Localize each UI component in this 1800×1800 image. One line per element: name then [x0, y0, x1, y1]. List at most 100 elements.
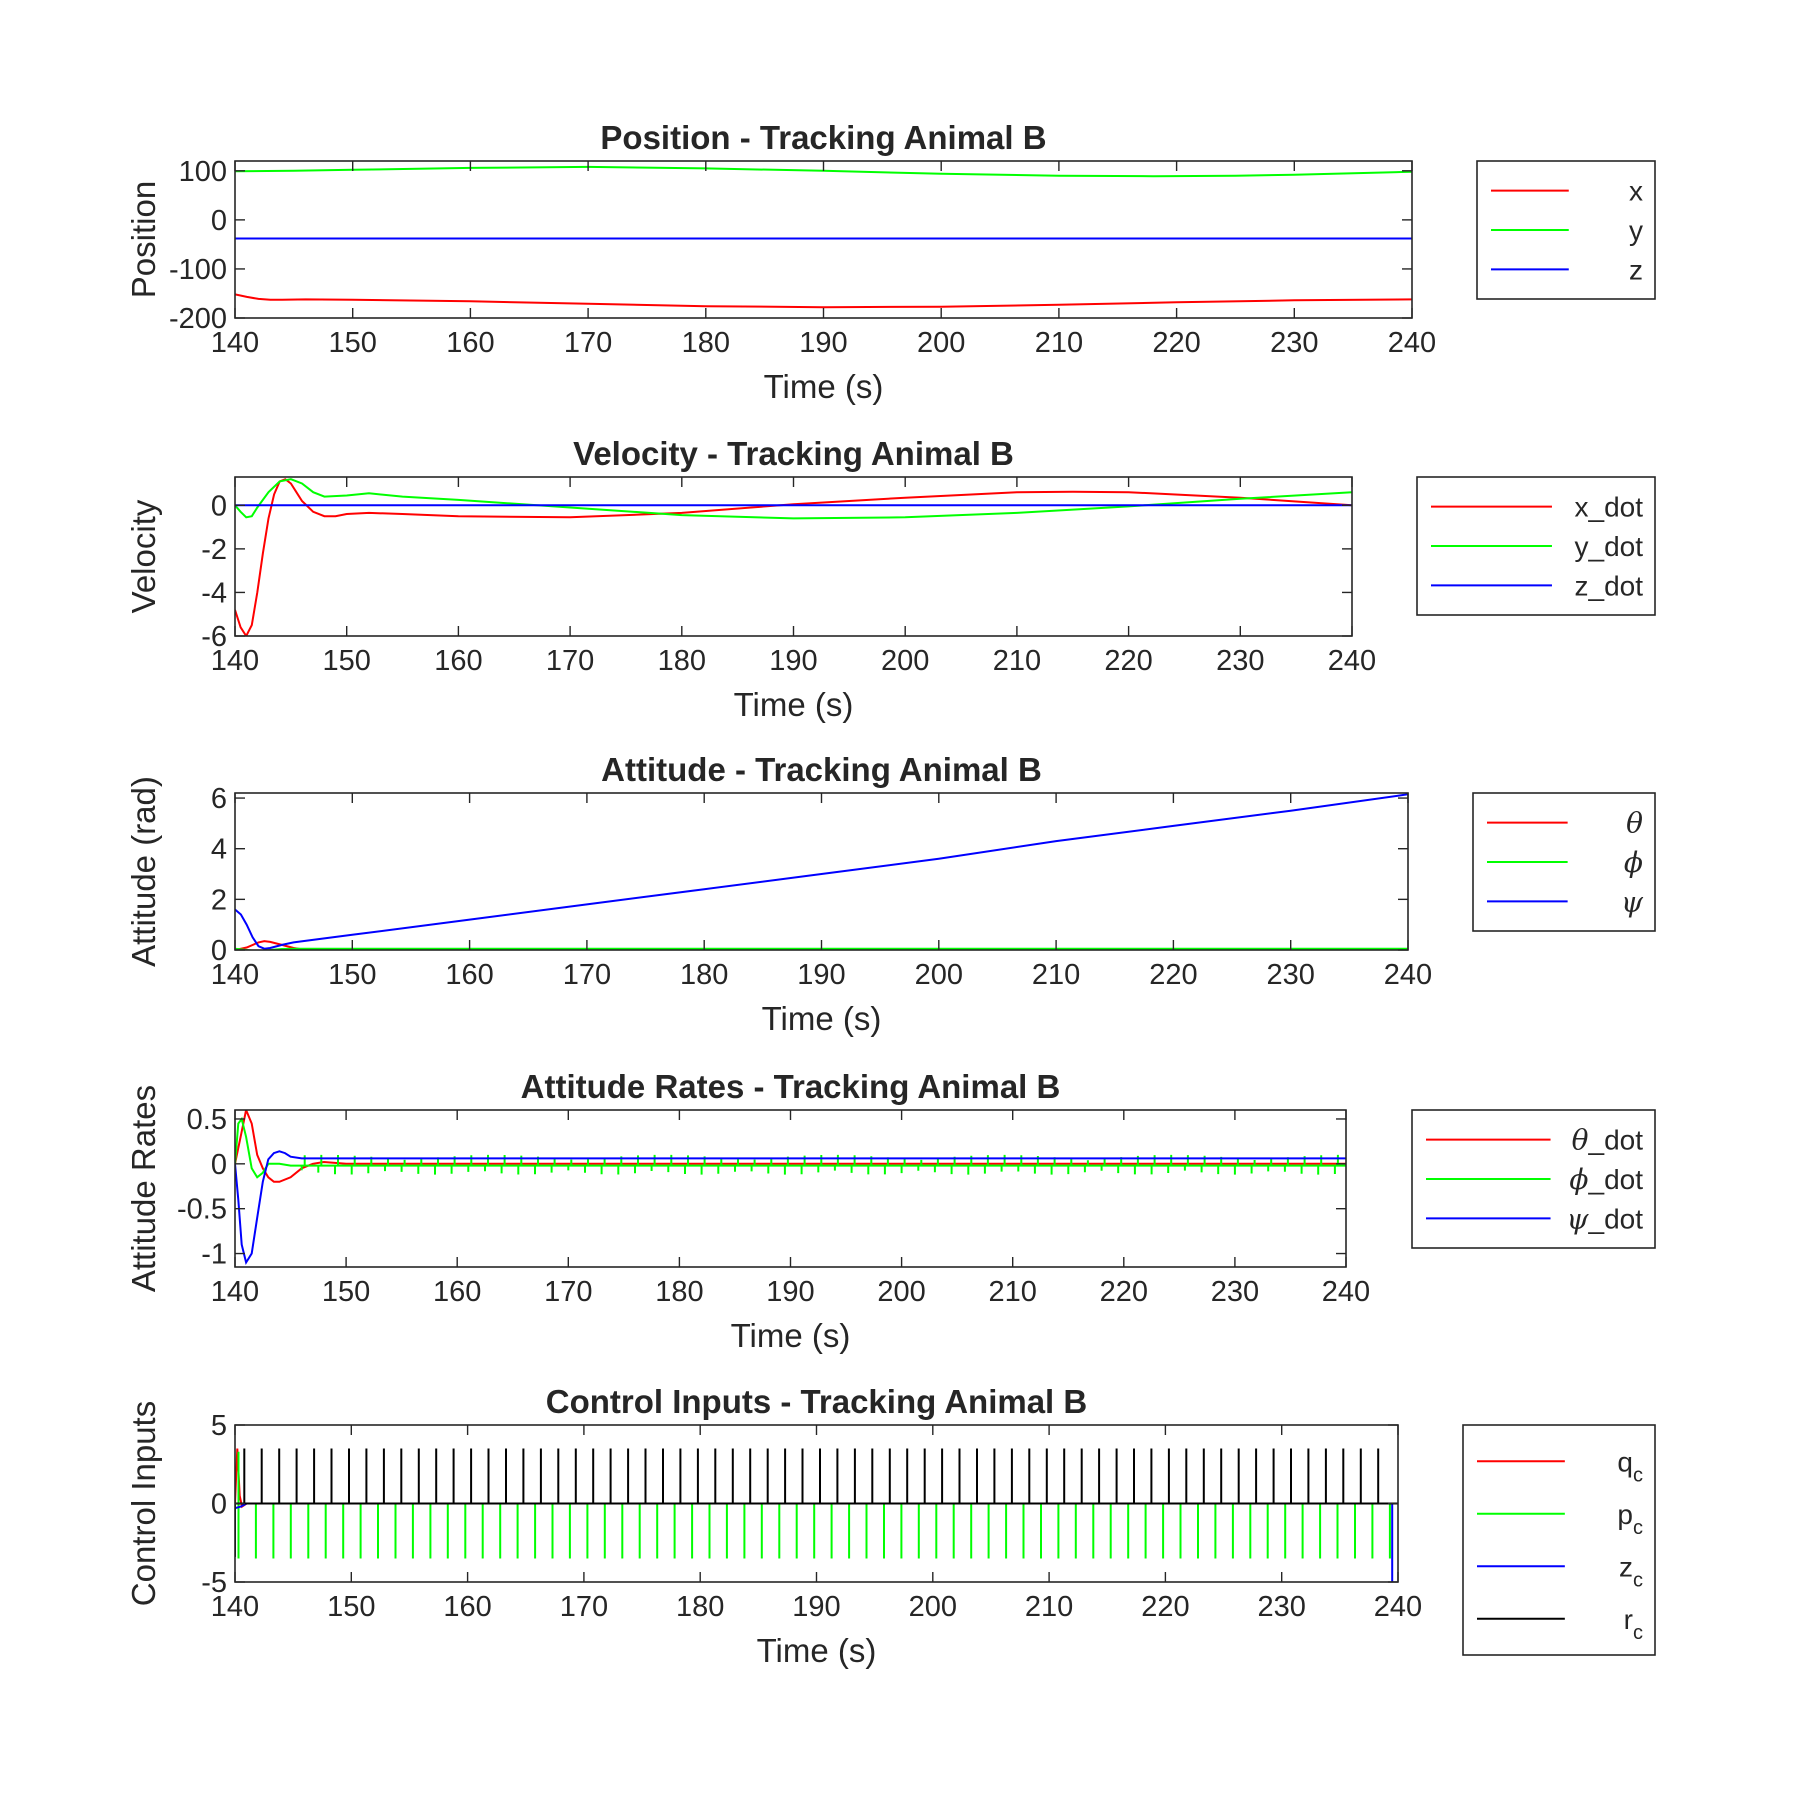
x-tick-label: 150	[327, 1591, 375, 1623]
x-tick-label: 210	[989, 1276, 1037, 1308]
legend-entry: qc	[1617, 1446, 1643, 1486]
y-tick-label: -200	[169, 303, 227, 335]
x-tick-label: 180	[658, 645, 706, 677]
x-tick-label: 160	[434, 645, 482, 677]
series-x_dot	[235, 478, 1352, 636]
x-tick-label: 240	[1384, 959, 1432, 991]
x-tick-label: 140	[211, 959, 259, 991]
x-tick-label: 140	[211, 1276, 259, 1308]
x-tick-label: 220	[1104, 645, 1152, 677]
x-tick-label: 220	[1152, 327, 1200, 359]
y-tick-label: -100	[169, 254, 227, 286]
y-axis-label: Attitude (rad)	[125, 776, 162, 967]
y-tick-label: 4	[211, 834, 227, 866]
x-tick-label: 150	[328, 959, 376, 991]
legend-entry: z_dot	[1575, 570, 1644, 601]
x-tick-label: 230	[1270, 327, 1318, 359]
legend: xyz	[1476, 160, 1656, 300]
y-tick-label: -2	[201, 534, 227, 566]
x-tick-label: 140	[211, 327, 259, 359]
x-tick-label: 210	[1032, 959, 1080, 991]
legend-entry: ϕ	[1624, 846, 1643, 879]
x-tick-label: 210	[993, 645, 1041, 677]
x-tick-label: 240	[1328, 645, 1376, 677]
subplot-velocity: Velocity - Tracking Animal B 140 150 160 170…	[125, 435, 1656, 723]
x-tick-label: 180	[680, 959, 728, 991]
y-axis-label: Control Inputs	[125, 1401, 162, 1606]
legend-entry: ϕ_dot	[1569, 1163, 1643, 1196]
legend-entry: y_dot	[1575, 531, 1644, 562]
x-tick-label: 170	[560, 1591, 608, 1623]
series-θ_dot	[235, 1110, 1346, 1183]
y-tick-label: 0	[211, 1489, 227, 1521]
legend-entry: z	[1629, 254, 1643, 285]
legend-entry: y	[1629, 215, 1643, 246]
x-tick-label: 200	[917, 327, 965, 359]
y-tick-label: 0	[211, 935, 227, 967]
x-tick-label: 200	[881, 645, 929, 677]
subplot-attitude-rates: Attitude Rates - Tracking Animal B 140 150…	[125, 1068, 1656, 1354]
plot-area	[235, 1448, 1398, 1582]
legend-entry: ψ_dot	[1567, 1202, 1644, 1235]
x-tick-label: 150	[322, 1276, 370, 1308]
legend: θϕψ	[1472, 792, 1656, 932]
x-axis-label: Time (s)	[757, 1632, 877, 1669]
y-axis-label: Attitude Rates	[125, 1085, 162, 1292]
subplot-position: Position - Tracking Animal B 140 150 160 170…	[125, 119, 1656, 405]
y-tick-label: -4	[201, 577, 227, 609]
legend-entry: rc	[1624, 1604, 1643, 1644]
y-tick-label: 0	[211, 1149, 227, 1181]
chart-title: Attitude Rates - Tracking Animal B	[521, 1068, 1061, 1105]
x-tick-label: 230	[1216, 645, 1264, 677]
chart-title: Velocity - Tracking Animal B	[573, 435, 1014, 472]
x-axis-label: Time (s)	[731, 1317, 851, 1354]
x-axis-label: Time (s)	[764, 368, 884, 405]
series-y_dot	[235, 478, 1352, 520]
y-tick-label: -0.5	[177, 1194, 227, 1226]
series-x	[235, 293, 1412, 309]
y-tick-label: 100	[179, 156, 227, 188]
legend-entry: x_dot	[1575, 492, 1644, 523]
chart-title: Position - Tracking Animal B	[600, 119, 1046, 156]
legend-entry: θ	[1626, 807, 1643, 840]
x-tick-label: 180	[676, 1591, 724, 1623]
x-tick-label: 210	[1035, 327, 1083, 359]
x-tick-label: 190	[769, 645, 817, 677]
x-tick-label: 150	[329, 327, 377, 359]
x-tick-label: 160	[433, 1276, 481, 1308]
y-tick-label: 0	[211, 490, 227, 522]
y-tick-label: 2	[211, 884, 227, 916]
y-axis-label: Position	[125, 181, 162, 298]
y-axis-label: Velocity	[125, 499, 162, 613]
x-tick-label: 200	[909, 1591, 957, 1623]
x-tick-label: 140	[211, 1591, 259, 1623]
x-tick-label: 160	[443, 1591, 491, 1623]
x-tick-label: 170	[563, 959, 611, 991]
x-tick-label: 190	[792, 1591, 840, 1623]
series-ϕ_dot	[235, 1116, 1346, 1179]
x-tick-label: 220	[1149, 959, 1197, 991]
subplot-attitude: Attitude - Tracking Animal B 140 150 160 170…	[125, 751, 1656, 1037]
y-tick-label: 0.5	[187, 1104, 227, 1136]
y-tick-label: 0	[211, 205, 227, 237]
y-tick-label: -5	[201, 1567, 227, 1599]
x-tick-label: 170	[546, 645, 594, 677]
x-axis-label: Time (s)	[762, 1000, 882, 1037]
legend-entry: zc	[1619, 1551, 1643, 1591]
x-tick-label: 240	[1322, 1276, 1370, 1308]
x-tick-label: 220	[1100, 1276, 1148, 1308]
plot-area	[235, 478, 1352, 636]
subplot-control-inputs: Control Inputs - Tracking Animal B 140 150…	[125, 1383, 1656, 1669]
x-tick-label: 140	[211, 645, 259, 677]
x-tick-label: 190	[797, 959, 845, 991]
chart-title: Control Inputs - Tracking Animal B	[546, 1383, 1087, 1420]
x-tick-label: 240	[1374, 1591, 1422, 1623]
x-tick-label: 190	[766, 1276, 814, 1308]
legend-box	[1462, 1424, 1656, 1656]
x-tick-label: 180	[682, 327, 730, 359]
x-tick-label: 170	[564, 327, 612, 359]
x-tick-label: 170	[544, 1276, 592, 1308]
legend-entry: x	[1629, 176, 1643, 207]
y-tick-label: 5	[211, 1410, 227, 1442]
